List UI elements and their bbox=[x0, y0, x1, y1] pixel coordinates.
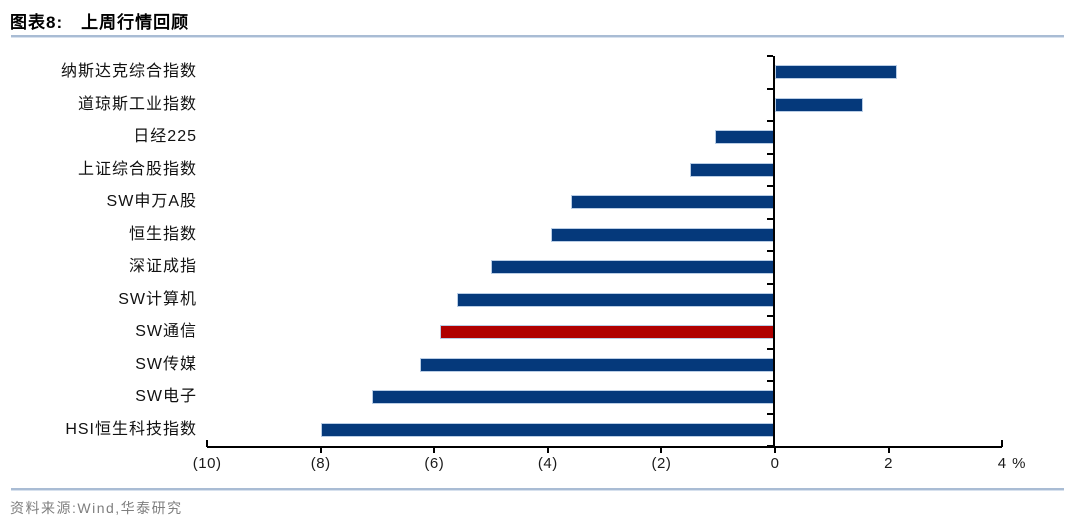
value-axis-tick bbox=[660, 446, 663, 453]
bar bbox=[371, 390, 775, 405]
category-axis-tick bbox=[767, 380, 773, 382]
category-label: SW计算机 bbox=[118, 290, 197, 308]
category-axis-tick bbox=[767, 347, 773, 350]
figure-label: 图表8: bbox=[10, 13, 64, 32]
value-axis-tick bbox=[546, 446, 549, 453]
value-axis-tick bbox=[1001, 440, 1004, 447]
category-label: SW申万A股 bbox=[106, 193, 197, 211]
axis-tick-label: 2 bbox=[884, 455, 893, 472]
category-label: SW通信 bbox=[135, 323, 197, 341]
value-axis-tick bbox=[433, 446, 436, 453]
category-axis-tick bbox=[767, 87, 773, 90]
value-axis-tick bbox=[774, 446, 776, 453]
category-label: SW电子 bbox=[135, 388, 197, 406]
category-axis-tick bbox=[767, 152, 773, 155]
category-axis-tick bbox=[767, 412, 773, 415]
axis-tick-label: (4) bbox=[537, 455, 558, 472]
axis-tick-label: (6) bbox=[424, 455, 445, 472]
bar bbox=[439, 325, 775, 340]
category-label: 道琼斯工业指数 bbox=[77, 95, 197, 113]
value-axis bbox=[207, 446, 1003, 448]
figure-header: 图表8: 上周行情回顾 bbox=[10, 8, 189, 33]
bar bbox=[420, 357, 775, 372]
category-axis-tick bbox=[767, 55, 773, 57]
axis-tick-label: 4 bbox=[997, 455, 1007, 472]
value-axis-tick bbox=[887, 446, 890, 453]
category-axis-tick bbox=[767, 250, 773, 252]
source-note: 资料来源:Wind,华泰研究 bbox=[10, 500, 183, 516]
bar bbox=[320, 422, 775, 437]
category-axis-tick bbox=[767, 282, 773, 285]
bar-chart: 纳斯达克综合指数道琼斯工业指数日经225 上证综合股指数 SW申万A股恒生指数深证成… bbox=[60, 55, 1026, 472]
percent-unit-label: % bbox=[1012, 455, 1026, 472]
bar bbox=[491, 260, 775, 275]
header-divider bbox=[11, 35, 1064, 38]
category-axis-tick bbox=[767, 185, 773, 187]
figure-title: 上周行情回顾 bbox=[81, 13, 190, 32]
category-label: SW传媒 bbox=[135, 355, 197, 373]
axis-tick-label: (2) bbox=[651, 455, 672, 472]
value-axis-tick bbox=[206, 440, 209, 447]
axis-tick-label: 0 bbox=[770, 455, 780, 472]
bar bbox=[775, 97, 864, 112]
category-axis-tick bbox=[767, 120, 773, 122]
value-axis-tick bbox=[319, 446, 322, 453]
footer-divider bbox=[11, 488, 1064, 491]
bar bbox=[456, 292, 775, 307]
category-axis-tick bbox=[767, 217, 773, 220]
bar bbox=[715, 130, 775, 145]
axis-tick-label: (8) bbox=[310, 455, 331, 472]
bar bbox=[570, 195, 775, 210]
category-label: HSI恒生科技指数 bbox=[65, 420, 197, 438]
category-label: 恒生指数 bbox=[128, 225, 197, 243]
bar bbox=[689, 162, 775, 177]
category-label: 纳斯达克综合指数 bbox=[60, 63, 197, 81]
category-label: 上证综合股指数 bbox=[77, 160, 197, 178]
category-label: 深证成指 bbox=[128, 258, 197, 276]
bar bbox=[550, 227, 775, 242]
bar bbox=[775, 65, 898, 80]
zero-axis bbox=[773, 56, 775, 446]
category-axis-tick bbox=[767, 315, 773, 317]
axis-tick-label: (10) bbox=[192, 455, 222, 472]
category-label: 日经225 bbox=[133, 128, 197, 146]
